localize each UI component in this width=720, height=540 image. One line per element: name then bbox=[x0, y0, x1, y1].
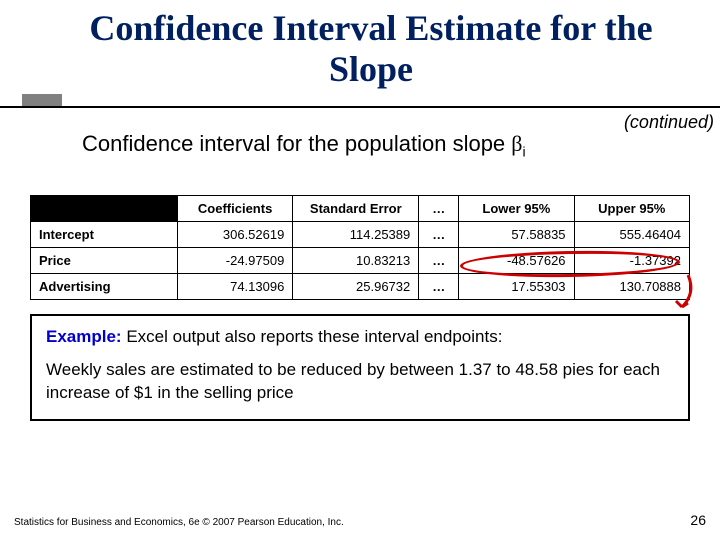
coefficients-table-wrap: Coefficients Standard Error … Lower 95% … bbox=[30, 195, 690, 300]
cell-se: 10.83213 bbox=[293, 248, 419, 274]
row-label: Price bbox=[31, 248, 178, 274]
cell-coef: 74.13096 bbox=[177, 274, 292, 300]
header-upper-95: Upper 95% bbox=[574, 196, 689, 222]
example-box: Example: Excel output also reports these… bbox=[30, 314, 690, 421]
example-lead: Example: bbox=[46, 327, 122, 346]
cell-dots: … bbox=[419, 274, 459, 300]
cell-upper: -1.37392 bbox=[574, 248, 689, 274]
title-block: Confidence Interval Estimate for the Slo… bbox=[0, 8, 720, 91]
beta-subscript: i bbox=[522, 143, 525, 159]
example-line-1-rest: Excel output also reports these interval… bbox=[122, 327, 503, 346]
header-standard-error: Standard Error bbox=[293, 196, 419, 222]
header-coefficients: Coefficients bbox=[177, 196, 292, 222]
table-row: Intercept 306.52619 114.25389 … 57.58835… bbox=[31, 222, 690, 248]
coefficients-table: Coefficients Standard Error … Lower 95% … bbox=[30, 195, 690, 300]
cell-se: 114.25389 bbox=[293, 222, 419, 248]
subtitle: Confidence interval for the population s… bbox=[0, 131, 720, 159]
title-underline bbox=[0, 106, 720, 108]
cell-coef: 306.52619 bbox=[177, 222, 292, 248]
cell-upper: 555.46404 bbox=[574, 222, 689, 248]
table-row: Advertising 74.13096 25.96732 … 17.55303… bbox=[31, 274, 690, 300]
cell-lower: -48.57626 bbox=[459, 248, 574, 274]
example-line-2: Weekly sales are estimated to be reduced… bbox=[46, 359, 674, 405]
cell-lower: 17.55303 bbox=[459, 274, 574, 300]
slide: Confidence Interval Estimate for the Slo… bbox=[0, 0, 720, 540]
continued-label: (continued) bbox=[624, 112, 714, 133]
subtitle-text: Confidence interval for the population s… bbox=[82, 131, 511, 156]
table-header-row: Coefficients Standard Error … Lower 95% … bbox=[31, 196, 690, 222]
header-ellipsis: … bbox=[419, 196, 459, 222]
page-number: 26 bbox=[690, 512, 706, 528]
cell-coef: -24.97509 bbox=[177, 248, 292, 274]
cell-dots: … bbox=[419, 248, 459, 274]
header-lower-95: Lower 95% bbox=[459, 196, 574, 222]
cell-se: 25.96732 bbox=[293, 274, 419, 300]
beta-symbol: β bbox=[511, 131, 522, 156]
table-row: Price -24.97509 10.83213 … -48.57626 -1.… bbox=[31, 248, 690, 274]
row-label: Advertising bbox=[31, 274, 178, 300]
cell-lower: 57.58835 bbox=[459, 222, 574, 248]
cell-dots: … bbox=[419, 222, 459, 248]
row-label: Intercept bbox=[31, 222, 178, 248]
cell-upper: 130.70888 bbox=[574, 274, 689, 300]
table-body: Intercept 306.52619 114.25389 … 57.58835… bbox=[31, 222, 690, 300]
footer-attribution: Statistics for Business and Economics, 6… bbox=[14, 517, 344, 528]
example-line-1: Example: Excel output also reports these… bbox=[46, 326, 674, 349]
header-blank bbox=[31, 196, 178, 222]
page-title: Confidence Interval Estimate for the Slo… bbox=[22, 8, 720, 91]
